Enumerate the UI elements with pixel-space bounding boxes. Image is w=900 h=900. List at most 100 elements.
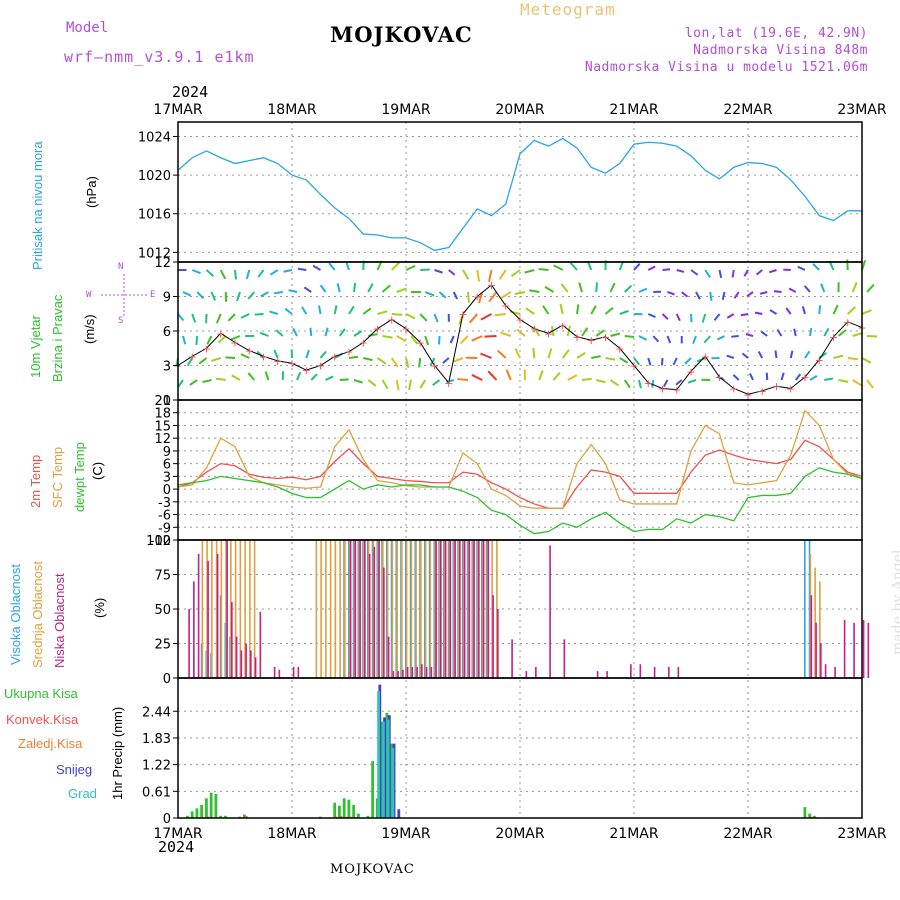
wind-arrow (199, 358, 206, 364)
wind-arrows (177, 260, 878, 391)
wind-arrow (383, 380, 388, 389)
wind-arrow (755, 313, 762, 314)
bar-cloud-2 (274, 667, 276, 678)
bar-cloud-2 (668, 667, 670, 678)
gust-marker: + (758, 385, 767, 398)
wind-arrow (326, 376, 334, 380)
wind-arrow (258, 270, 263, 277)
x-tick-label-bottom: 21MAR (609, 826, 658, 842)
gust-marker: + (800, 371, 809, 384)
bar-cloud-2 (454, 540, 456, 678)
wind-arrow (810, 328, 811, 336)
wind-arrow (419, 358, 420, 367)
wind-arrow (759, 352, 763, 358)
wind-arrow (862, 358, 871, 363)
wind-arrow (306, 350, 309, 358)
wind-arrow (216, 379, 226, 380)
bar-cloud-2 (640, 664, 642, 678)
wind-arrow (620, 358, 628, 363)
wind-arrow (727, 314, 733, 318)
wind-arrow (211, 358, 220, 361)
wind-arrow (677, 270, 684, 272)
wind-arrow (517, 329, 525, 336)
wind-arrow (639, 336, 647, 340)
bar-cloud-1 (316, 540, 318, 678)
bar-cloud-2 (483, 540, 485, 678)
grid-lines (178, 122, 862, 818)
bar-cloud-2 (245, 644, 247, 679)
y-tick-label-cloud: 100 (146, 534, 171, 549)
y-tick-label-precip: 0.61 (142, 785, 171, 800)
precip-unit: 1hr Precip (mm) (110, 707, 125, 800)
wind-arrow (663, 269, 670, 270)
panel-frames (173, 122, 862, 818)
gust-marker: + (843, 316, 852, 329)
wind-arrow (549, 348, 552, 358)
bar-cloud-2 (226, 540, 228, 678)
bar-precip-0 (333, 803, 336, 818)
bar-precip-4 (382, 722, 385, 818)
wind-arrow (354, 380, 363, 383)
bar-cloud-2 (492, 595, 494, 678)
gust-marker: + (629, 360, 638, 373)
bar-cloud-0 (804, 540, 806, 678)
wind-arrow (691, 314, 692, 322)
panel-frame-pressure (178, 122, 862, 262)
wind-arrow (579, 283, 582, 292)
wind-arrow (853, 380, 862, 386)
wind-arrow (270, 270, 277, 275)
gust-marker: + (273, 355, 282, 368)
wind-arrow (297, 372, 300, 380)
wind-arrow (335, 305, 337, 314)
wind-arrow (480, 354, 491, 358)
wind-arrow (468, 292, 469, 303)
wind-arrow (500, 333, 511, 336)
wind-arrow (507, 370, 511, 380)
y-tick-label-pressure: 1024 (138, 130, 171, 145)
bar-cloud-1 (411, 540, 413, 678)
wind-arrow (648, 314, 655, 317)
wind-arrow (774, 291, 782, 292)
wind-arrow (596, 380, 605, 382)
wind-arrow (261, 292, 269, 296)
wind-arrow (770, 310, 776, 314)
wind-arrow (472, 336, 483, 341)
wind-arrow (563, 350, 569, 358)
wind-arrow (560, 304, 562, 314)
bar-precip-0 (210, 793, 213, 818)
wind-arrow (767, 373, 768, 380)
bar-cloud-2 (535, 667, 537, 678)
temp-label-sfc: SFC Temp (50, 447, 65, 508)
bar-cloud-2 (526, 671, 528, 678)
bar-cloud-1 (335, 540, 337, 678)
gust-marker: + (430, 360, 439, 373)
wind-arrow (406, 266, 415, 270)
wind-arrow (241, 314, 249, 318)
bar-cloud-1 (344, 540, 346, 678)
wind-arrow (545, 287, 553, 292)
wind-arrow (606, 358, 616, 360)
wind-arrow (810, 376, 817, 380)
bar-cloud-1 (415, 540, 417, 678)
wind-arrow (289, 290, 297, 292)
bar-cloud-2 (250, 650, 252, 678)
bar-cloud-2 (255, 657, 257, 678)
wind-arrow (744, 270, 748, 276)
wind-arrow (397, 380, 399, 390)
gust-marker: + (330, 350, 339, 363)
cloud-label-mid: Srednja Oblacnost (30, 561, 45, 668)
y-tick-label-wind: 12 (154, 256, 171, 271)
bar-cloud-1 (221, 540, 223, 678)
wind-arrow (543, 306, 549, 314)
legend-freezing-rain: Zaledj.Kisa (18, 736, 82, 751)
bar-cloud-2 (469, 540, 471, 678)
bar-precip-3 (397, 809, 400, 818)
bar-cloud-2 (488, 540, 490, 678)
wind-arrow (717, 336, 724, 340)
bar-cloud-2 (402, 670, 404, 678)
gust-marker: + (230, 337, 239, 350)
gust-marker: + (473, 291, 482, 304)
bar-cloud-2 (388, 637, 390, 678)
wind-arrow (710, 292, 711, 301)
wind-arrow (782, 373, 784, 380)
